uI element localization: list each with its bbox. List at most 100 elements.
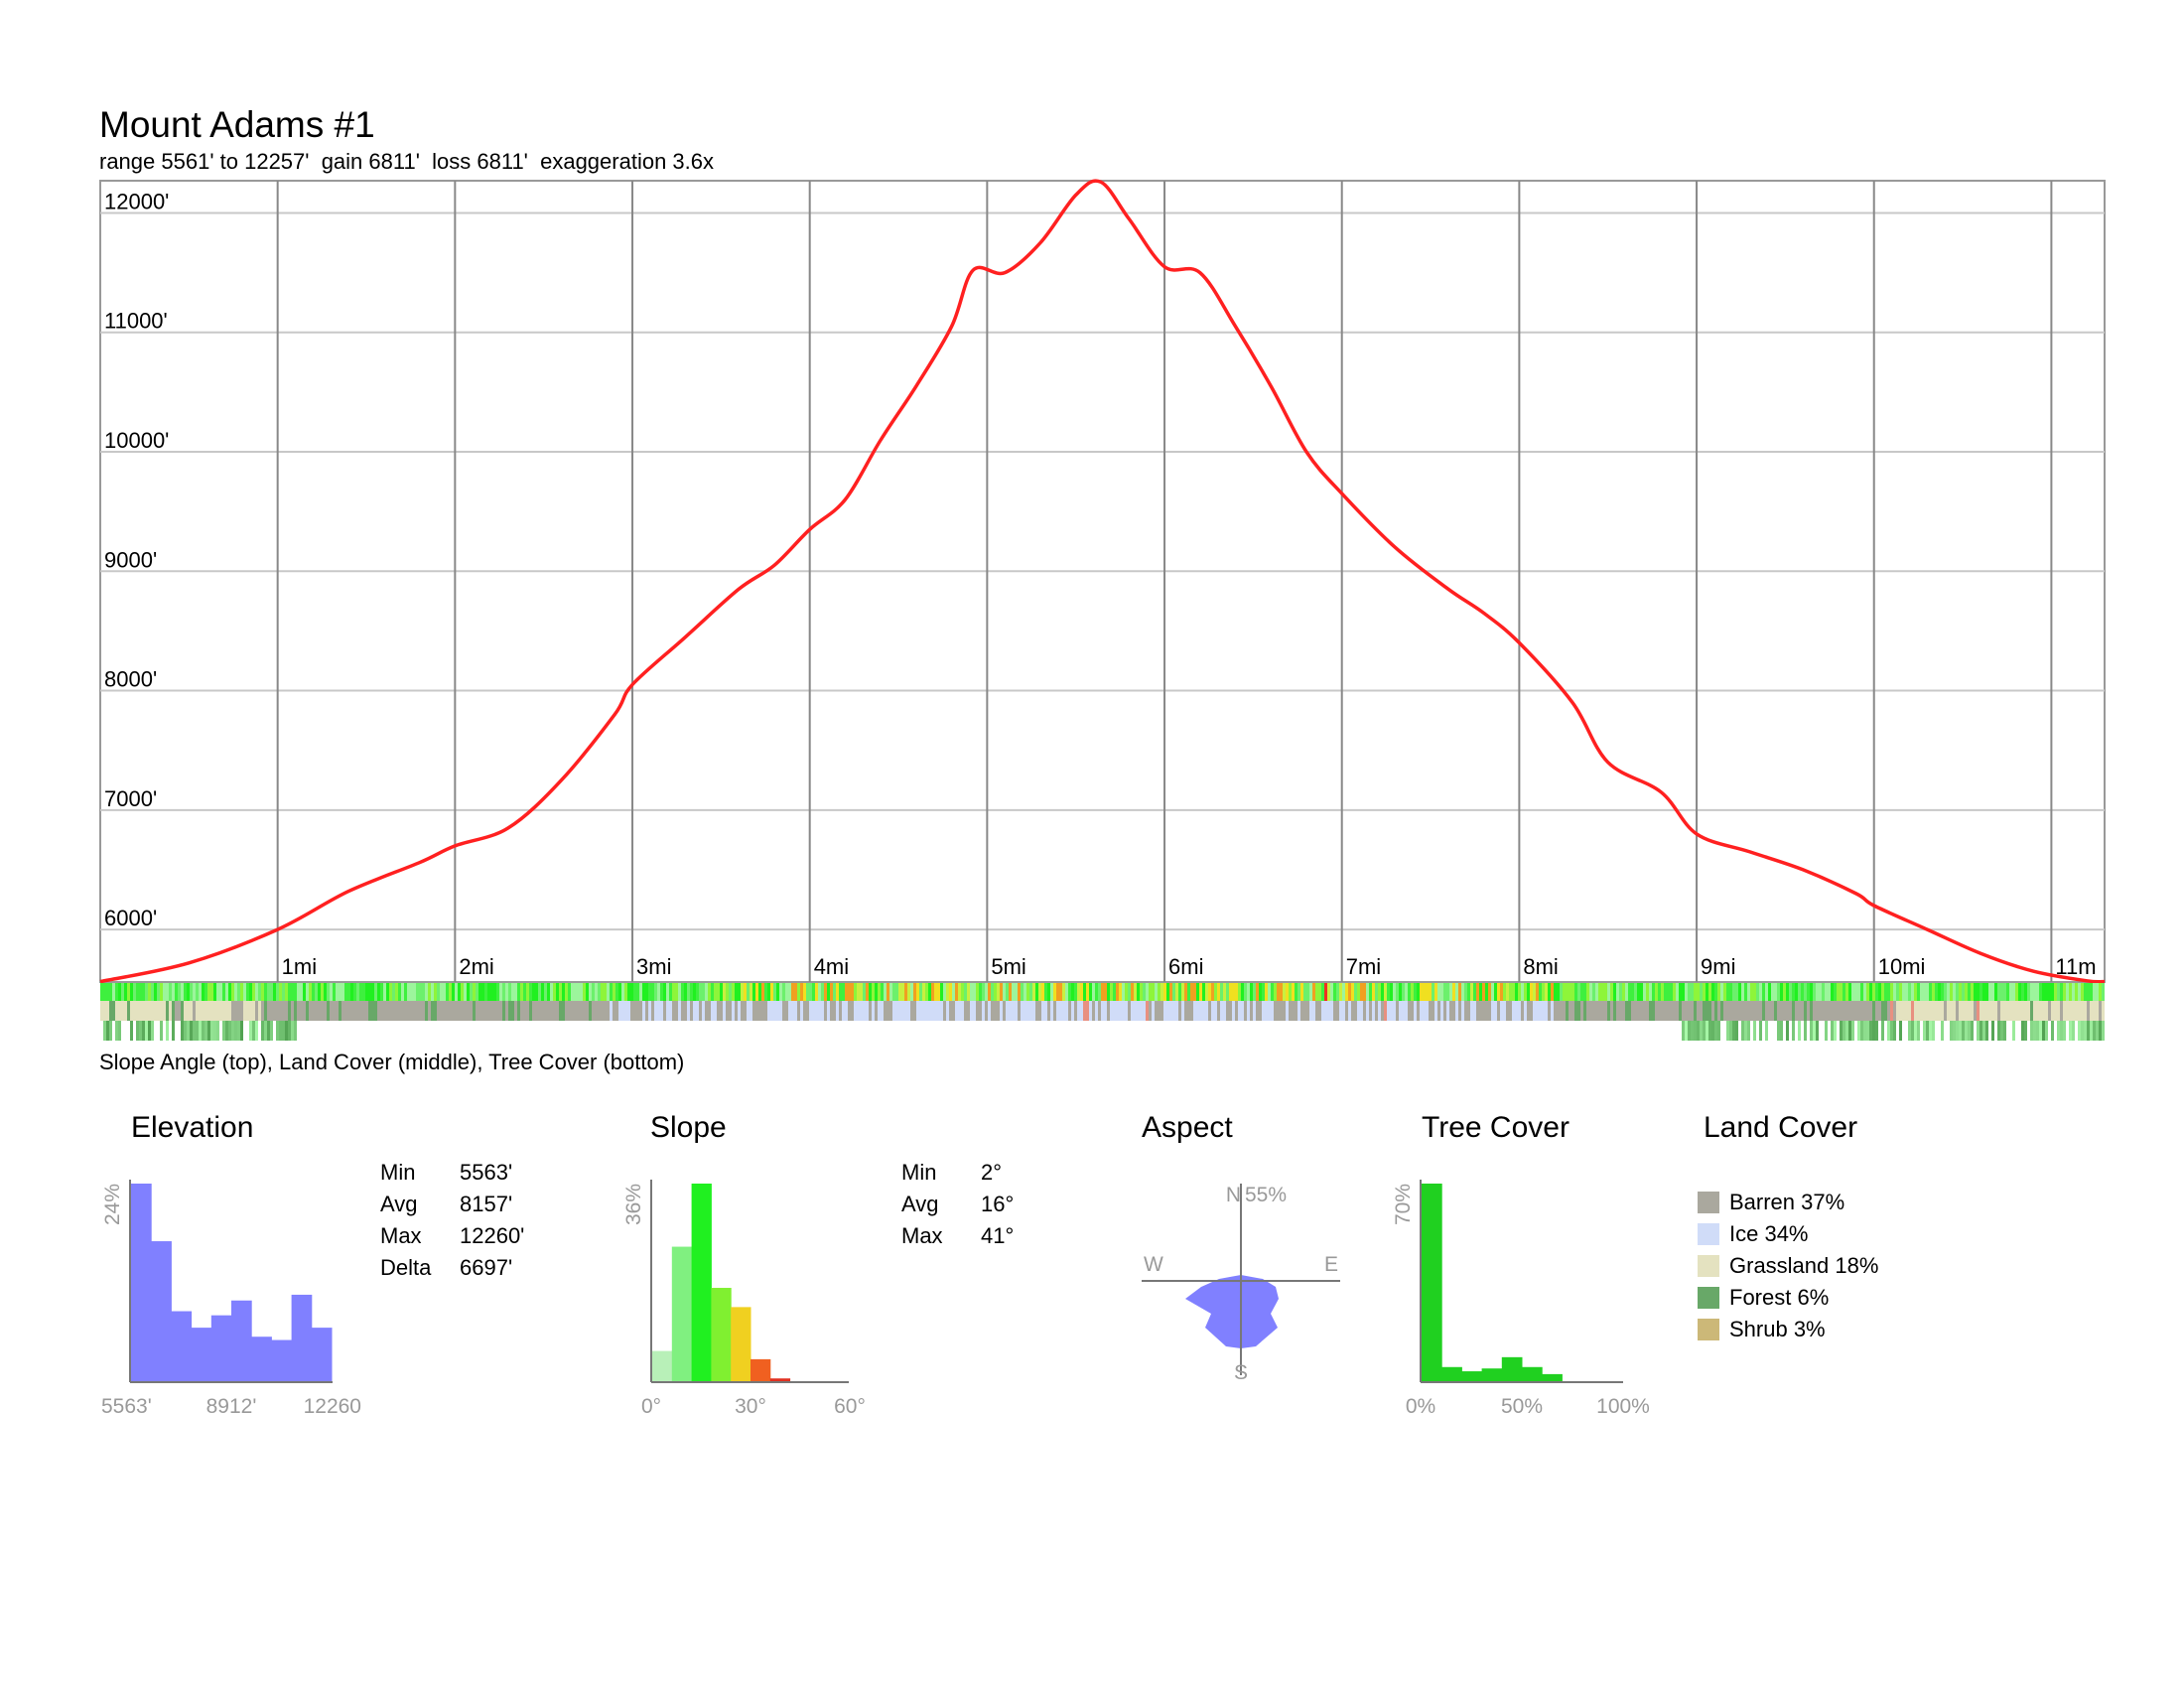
histogram-bar	[671, 1246, 693, 1381]
histogram-bar	[131, 1184, 152, 1381]
elev-x-tick-label: 12260	[304, 1395, 361, 1418]
aspect-label-w: W	[1144, 1253, 1163, 1276]
legend-item: Forest 6%	[1698, 1282, 1878, 1314]
land-cover-strip	[100, 1001, 2105, 1021]
histogram-bar	[1542, 1373, 1563, 1381]
legend-item: Grassland 18%	[1698, 1250, 1878, 1282]
land-cover-panel-title: Land Cover	[1704, 1111, 1858, 1144]
x-tick-label: 2mi	[459, 954, 493, 979]
elevation-histogram: 24% 5563' 8912' 12260	[101, 1180, 361, 1418]
histogram-bar	[271, 1339, 293, 1381]
slope-x-tick-label: 0°	[641, 1395, 661, 1418]
chart-subtitle: range 5561' to 12257' gain 6811' loss 68…	[99, 149, 715, 174]
slope-panel-title: Slope	[650, 1111, 727, 1144]
legend-swatch	[1698, 1192, 1719, 1213]
histogram-bar	[751, 1358, 771, 1381]
histogram-bar	[191, 1328, 212, 1381]
legend-item: Ice 34%	[1698, 1218, 1878, 1250]
histogram-bar	[1481, 1368, 1503, 1381]
aspect-panel-title: Aspect	[1142, 1111, 1233, 1144]
y-tick-label: 6000'	[104, 906, 157, 930]
histogram-bar	[1441, 1366, 1462, 1381]
aspect-label-s: S	[1234, 1361, 1248, 1384]
x-tick-label: 1mi	[282, 954, 317, 979]
histogram-bar	[1501, 1356, 1523, 1381]
tree-cover-strip	[103, 1021, 2105, 1041]
x-tick-label: 7mi	[1346, 954, 1381, 979]
histogram-bar	[151, 1241, 172, 1381]
plot-frame	[99, 180, 2106, 983]
elevation-line	[99, 179, 2106, 984]
slope-x-tick-label: 30°	[735, 1395, 766, 1418]
histogram-bar	[652, 1350, 673, 1381]
stat-value: 6697'	[460, 1255, 513, 1280]
aspect-label-e: E	[1324, 1253, 1338, 1276]
x-tick-label: 6mi	[1168, 954, 1203, 979]
land-cover-legend: Barren 37% Ice 34% Grassland 18% Forest …	[1698, 1187, 1878, 1345]
histogram-bar	[731, 1307, 751, 1381]
x-tick-label: 3mi	[636, 954, 671, 979]
histogram-bar	[769, 1378, 791, 1381]
histogram-bar	[311, 1328, 333, 1381]
tree-cover-panel-title: Tree Cover	[1422, 1111, 1570, 1144]
aspect-rose: N 55% E S W	[1142, 1184, 1340, 1384]
histogram-bar	[251, 1336, 272, 1381]
x-tick-label: 9mi	[1701, 954, 1735, 979]
histogram-bar	[231, 1300, 252, 1381]
stat-value: 2°	[981, 1160, 1003, 1185]
legend-label: Barren 37%	[1729, 1190, 1845, 1214]
stat-label: Min	[380, 1160, 416, 1185]
elev-x-tick-label: 8912'	[206, 1395, 257, 1418]
tree-cover-histogram: 70% 0% 50% 100%	[1392, 1180, 1650, 1418]
legend-item: Shrub 3%	[1698, 1314, 1878, 1345]
aspect-label-n: N	[1226, 1184, 1241, 1206]
histogram-bar	[1422, 1184, 1442, 1381]
histogram-bar	[711, 1288, 732, 1381]
slope-y-max-label: 36%	[622, 1184, 645, 1225]
legend-swatch	[1698, 1319, 1719, 1340]
stat-value: 5563'	[460, 1160, 513, 1185]
slope-x-tick-label: 60°	[834, 1395, 866, 1418]
elev-y-max-label: 24%	[101, 1184, 124, 1225]
elevation-panel-title: Elevation	[131, 1111, 254, 1144]
y-tick-label: 10000'	[104, 428, 169, 453]
stat-label: Max	[901, 1223, 943, 1248]
legend-swatch	[1698, 1255, 1719, 1277]
y-tick-label: 7000'	[104, 786, 157, 811]
histogram-bar	[691, 1184, 712, 1381]
tree-y-max-label: 70%	[1392, 1184, 1415, 1225]
y-tick-label: 11000'	[104, 309, 168, 334]
stat-value: 16°	[981, 1192, 1015, 1216]
histogram-bar	[1461, 1371, 1483, 1381]
x-tick-label: 8mi	[1523, 954, 1558, 979]
slope-histogram: 36% 0° 30° 60°	[622, 1180, 866, 1418]
legend-label: Ice 34%	[1729, 1221, 1809, 1246]
chart-title: Mount Adams #1	[99, 104, 375, 145]
histogram-bar	[1522, 1366, 1543, 1381]
tree-x-tick-label: 100%	[1596, 1395, 1650, 1418]
elevation-stats: Min 5563' Avg 8157' Max 12260' Delta 6697'	[380, 1157, 524, 1284]
stat-label: Min	[901, 1160, 937, 1185]
stat-label: Avg	[901, 1192, 939, 1216]
y-tick-label: 12000'	[104, 189, 169, 213]
y-tick-label: 8000'	[104, 667, 157, 692]
elevation-profile-chart: 6000' 7000' 8000' 9000' 10000' 11000' 12000' 1…	[99, 179, 2106, 1041]
aspect-radial-max-label: 55%	[1245, 1184, 1287, 1206]
tree-x-tick-label: 50%	[1501, 1395, 1543, 1418]
x-tick-label: 4mi	[814, 954, 849, 979]
x-tick-label: 5mi	[991, 954, 1025, 979]
aspect-rose-shape	[1185, 1275, 1279, 1348]
stat-value: 41°	[981, 1223, 1015, 1248]
y-tick-label: 9000'	[104, 547, 157, 572]
x-tick-label: 11m	[2055, 954, 2096, 979]
legend-item: Barren 37%	[1698, 1187, 1878, 1218]
legend-label: Shrub 3%	[1729, 1317, 1826, 1341]
stat-value: 8157'	[460, 1192, 513, 1216]
stat-label: Delta	[380, 1255, 432, 1280]
histogram-bar	[210, 1315, 232, 1381]
legend-label: Grassland 18%	[1729, 1253, 1879, 1278]
slope-stats: Min 2° Avg 16° Max 41°	[901, 1157, 1014, 1252]
slope-angle-strip	[100, 983, 2105, 1001]
stat-label: Max	[380, 1223, 422, 1248]
stat-value: 12260'	[460, 1223, 525, 1248]
